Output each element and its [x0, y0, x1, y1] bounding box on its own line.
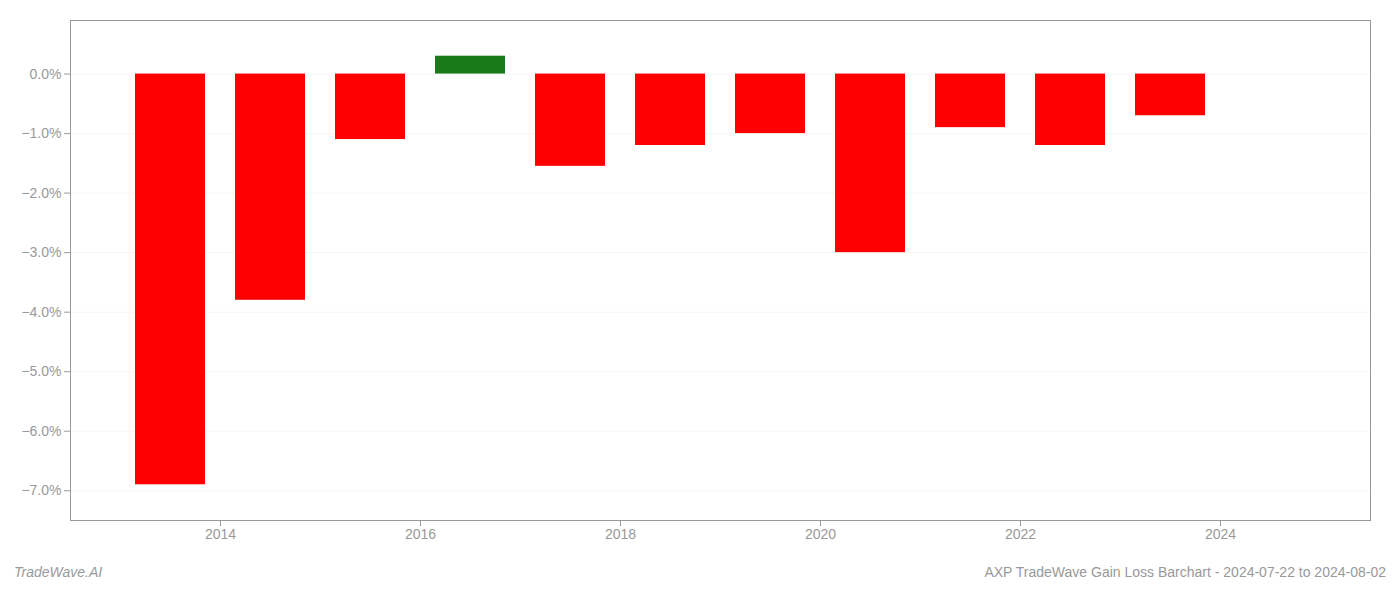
- svg-text:0.0%: 0.0%: [30, 66, 62, 82]
- svg-text:−3.0%: −3.0%: [21, 244, 61, 260]
- svg-text:2016: 2016: [405, 526, 436, 542]
- svg-text:−6.0%: −6.0%: [21, 423, 61, 439]
- svg-text:2024: 2024: [1205, 526, 1236, 542]
- svg-text:−5.0%: −5.0%: [21, 363, 61, 379]
- svg-text:−4.0%: −4.0%: [21, 304, 61, 320]
- svg-text:−1.0%: −1.0%: [21, 125, 61, 141]
- svg-text:2014: 2014: [205, 526, 236, 542]
- svg-text:2018: 2018: [605, 526, 636, 542]
- svg-text:−7.0%: −7.0%: [21, 482, 61, 498]
- svg-text:2022: 2022: [1005, 526, 1036, 542]
- html-text:TradeWave.AI: TradeWave.AI: [14, 564, 103, 580]
- svg-text:2020: 2020: [805, 526, 836, 542]
- svg-text:−2.0%: −2.0%: [21, 185, 61, 201]
- html-text:AXP TradeWave Gain Loss Barcha: AXP TradeWave Gain Loss Barchart - 2024-…: [984, 564, 1386, 580]
